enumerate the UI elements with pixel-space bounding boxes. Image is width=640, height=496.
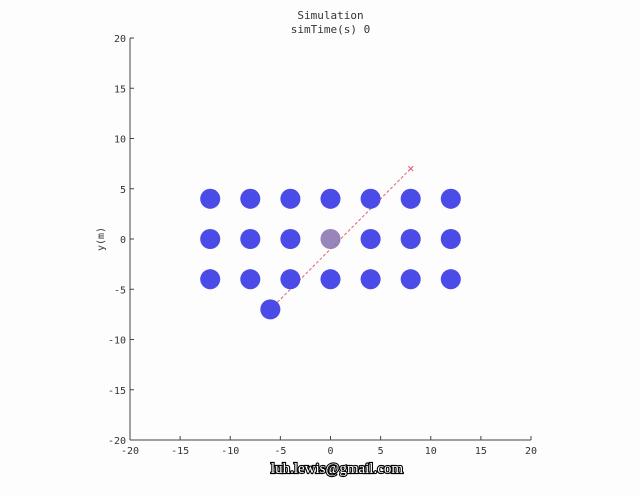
x-tick-label: 0 <box>327 446 333 457</box>
x-tick-label: 15 <box>475 446 487 457</box>
agent-marker <box>400 269 421 290</box>
agent-marker <box>440 228 461 250</box>
agent-marker <box>440 269 461 290</box>
trajectory-layer <box>269 165 414 310</box>
chart-title: Simulation <box>297 9 363 22</box>
y-tick-label: -20 <box>108 436 126 447</box>
agent-marker <box>360 188 381 209</box>
agent-marker <box>280 188 301 209</box>
agent-marker <box>440 188 461 209</box>
x-tick-label: -10 <box>221 446 239 457</box>
agent-marker <box>320 188 341 209</box>
y-tick-label: 15 <box>114 84 126 95</box>
agent-marker <box>200 269 221 290</box>
x-tick-label: 20 <box>525 446 537 457</box>
agent-marker <box>280 269 301 290</box>
y-tick-label: 20 <box>114 34 126 45</box>
trajectory-end-marker <box>407 165 414 172</box>
agent-marker <box>400 228 421 250</box>
agent-marker <box>200 228 221 250</box>
y-tick-label: -5 <box>114 285 126 296</box>
agent-marker <box>360 228 381 250</box>
y-tick-label: 5 <box>120 185 126 196</box>
y-tick-label: 0 <box>120 235 126 246</box>
y-tick-label: -10 <box>108 336 126 347</box>
agent-marker <box>400 188 421 209</box>
agent-marker <box>260 299 281 320</box>
axes: -20 -15 -10 -5 0 5 10 15 20 -20 -15 -10 -5 0 5 10 15 20 <box>108 34 537 457</box>
agent-marker <box>280 228 301 250</box>
x-tick-label: -15 <box>171 446 189 457</box>
y-axis-label: y(m) <box>96 227 107 251</box>
agent-marker <box>240 188 261 209</box>
agents-layer <box>200 188 461 320</box>
x-tick-label: 5 <box>378 446 384 457</box>
watermark-text: luh.lewis@gmail.com <box>271 461 403 477</box>
chart-subtitle: simTime(s) 0 <box>291 23 370 36</box>
agent-marker-highlighted <box>320 228 341 250</box>
agent-marker <box>360 269 381 290</box>
agent-marker <box>240 228 261 250</box>
x-tick-label: 10 <box>425 446 437 457</box>
y-tick-label: -15 <box>108 386 126 397</box>
x-tick-label: -5 <box>274 446 286 457</box>
agent-marker <box>240 269 261 290</box>
trajectory-line <box>269 168 412 310</box>
agent-marker <box>200 188 221 209</box>
y-tick-label: 10 <box>114 135 126 146</box>
agent-marker <box>320 269 341 290</box>
x-tick-label: -20 <box>121 446 139 457</box>
